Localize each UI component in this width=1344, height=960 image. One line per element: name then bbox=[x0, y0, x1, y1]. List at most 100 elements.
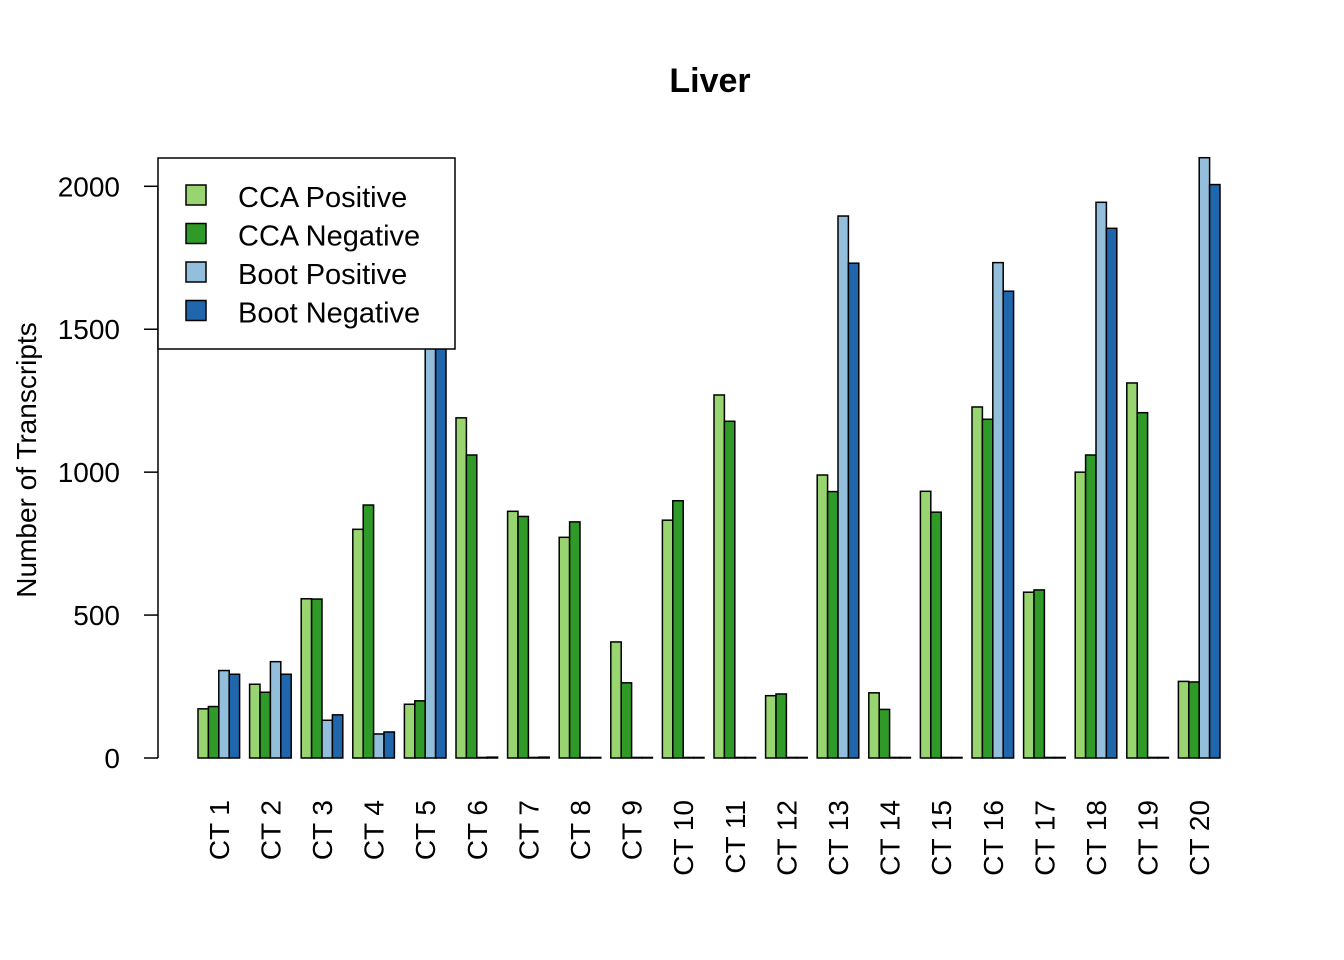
x-tick-label: CT 10 bbox=[668, 800, 699, 876]
bar bbox=[259, 691, 272, 759]
bar bbox=[1095, 201, 1108, 759]
bar bbox=[1074, 471, 1087, 759]
x-tick-label: CT 15 bbox=[926, 800, 957, 876]
bar bbox=[1208, 183, 1221, 759]
bar bbox=[300, 598, 313, 759]
y-tick-label: 1500 bbox=[58, 314, 120, 345]
bar bbox=[207, 705, 220, 759]
bar bbox=[930, 511, 942, 759]
bar bbox=[641, 756, 654, 759]
bar bbox=[568, 521, 581, 759]
bar bbox=[630, 756, 643, 759]
bar bbox=[1054, 756, 1066, 759]
bar-group bbox=[661, 499, 705, 759]
bar bbox=[527, 756, 540, 759]
x-tick-label: CT 4 bbox=[359, 800, 390, 860]
bar bbox=[1022, 591, 1035, 759]
x-tick-label: CT 7 bbox=[513, 800, 544, 860]
bar-group bbox=[300, 598, 344, 759]
bar bbox=[218, 669, 230, 759]
bar bbox=[1198, 156, 1211, 759]
bar bbox=[1105, 227, 1118, 759]
bar-group bbox=[506, 510, 550, 759]
bar bbox=[372, 733, 385, 759]
x-tick-label: CT 1 bbox=[204, 800, 235, 860]
x-tick-label: CT 20 bbox=[1184, 800, 1215, 876]
bar-group bbox=[610, 641, 654, 759]
bar-group bbox=[197, 669, 241, 759]
bar bbox=[1126, 382, 1138, 759]
bar bbox=[661, 519, 674, 759]
bar-group bbox=[352, 504, 396, 759]
bar bbox=[775, 693, 788, 759]
legend: CCA Positive CCA Negative Boot Positive Boo… bbox=[157, 157, 456, 350]
x-tick-label: CT 18 bbox=[1081, 800, 1112, 876]
legend-label: CCA Negative bbox=[238, 221, 420, 253]
y-axis: 0 500 1000 1500 2000 bbox=[58, 171, 159, 774]
x-tick-label: CT 16 bbox=[978, 800, 1009, 876]
bar bbox=[713, 394, 726, 759]
x-tick-labels: CT 1 CT 2 CT 3 CT 4 CT 5 CT 6 CT 7 CT 8 CT 9 CT 1… bbox=[204, 800, 1215, 876]
legend-swatch bbox=[185, 184, 207, 206]
bar-group bbox=[455, 417, 499, 759]
bar bbox=[269, 660, 282, 759]
bar-group bbox=[764, 693, 808, 759]
bar bbox=[465, 454, 478, 759]
bar-group bbox=[558, 521, 602, 759]
y-tick-label: 2000 bbox=[58, 171, 120, 202]
x-tick-label: CT 9 bbox=[617, 800, 648, 860]
bar bbox=[558, 536, 571, 759]
bar-group bbox=[1177, 156, 1221, 759]
x-tick-label: CT 8 bbox=[565, 800, 596, 860]
bar bbox=[992, 261, 1004, 759]
bar bbox=[837, 215, 850, 759]
bar bbox=[919, 490, 932, 759]
bar bbox=[424, 288, 437, 759]
bar bbox=[589, 756, 602, 759]
bar bbox=[796, 756, 808, 759]
bar bbox=[331, 714, 344, 759]
x-tick-label: CT 11 bbox=[720, 800, 751, 874]
bar bbox=[847, 262, 860, 759]
bar bbox=[878, 708, 891, 759]
bar bbox=[414, 700, 426, 759]
bar bbox=[1033, 589, 1046, 759]
legend-label: Boot Negative bbox=[238, 298, 420, 330]
bar bbox=[940, 756, 953, 759]
bar bbox=[403, 703, 416, 759]
legend-swatch bbox=[185, 299, 207, 322]
bar bbox=[506, 510, 519, 759]
bar bbox=[764, 694, 777, 759]
chart-title: Liver bbox=[669, 62, 750, 100]
bar bbox=[383, 731, 396, 759]
bar-group bbox=[919, 490, 963, 759]
bar bbox=[1043, 756, 1056, 759]
x-tick-label: CT 5 bbox=[410, 800, 441, 860]
y-tick-label: 500 bbox=[73, 600, 120, 631]
y-tick-label: 1000 bbox=[58, 457, 120, 488]
x-tick-label: CT 19 bbox=[1133, 800, 1164, 876]
bar bbox=[486, 756, 499, 759]
bar-group bbox=[816, 215, 860, 759]
bar bbox=[476, 756, 488, 759]
bar bbox=[228, 673, 241, 759]
bar-group bbox=[1074, 201, 1118, 759]
bar-group bbox=[248, 660, 292, 759]
bar bbox=[1188, 681, 1200, 759]
bar-group bbox=[713, 394, 757, 759]
x-tick-label: CT 2 bbox=[255, 800, 286, 860]
legend-box bbox=[157, 157, 456, 350]
bar bbox=[868, 692, 880, 759]
bar bbox=[1002, 290, 1015, 759]
bar bbox=[723, 420, 736, 759]
bar bbox=[682, 756, 695, 759]
bar bbox=[672, 499, 684, 759]
legend-swatch bbox=[185, 222, 207, 245]
legend-label: Boot Positive bbox=[238, 259, 407, 291]
bar-group bbox=[1022, 589, 1066, 759]
legend-swatch bbox=[185, 261, 207, 283]
bar bbox=[1084, 454, 1097, 759]
bar bbox=[280, 673, 292, 759]
bar bbox=[1136, 411, 1149, 759]
bar bbox=[434, 299, 447, 759]
